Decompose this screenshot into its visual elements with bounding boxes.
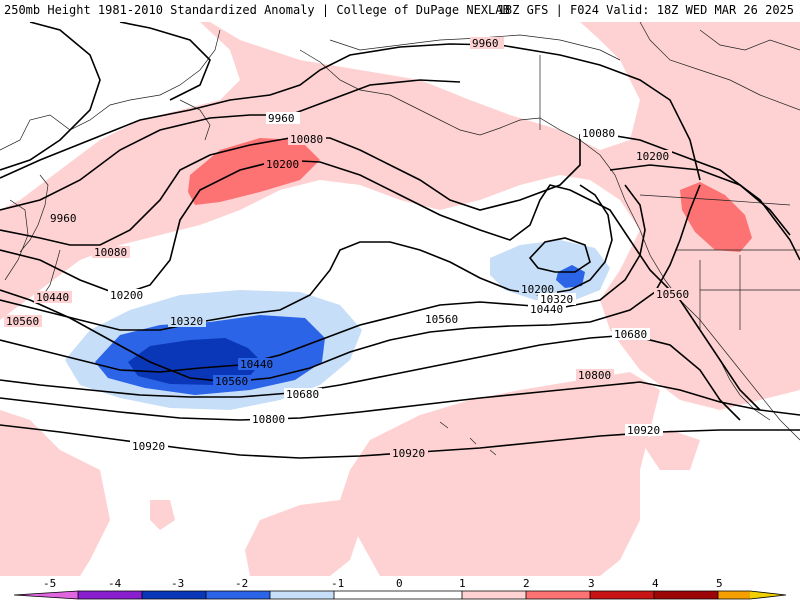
contour-label: 10080 xyxy=(582,127,615,140)
contour-9960 xyxy=(0,22,101,171)
colorbar-segment-pos5b xyxy=(750,591,786,599)
contour-label: 10320 xyxy=(170,315,203,328)
contour-10560 xyxy=(0,184,701,383)
colorbar-segment-zero xyxy=(334,591,462,599)
contour-10440 xyxy=(0,184,646,373)
colorbar-segment-neg4 xyxy=(78,591,142,599)
contour-label: 10680 xyxy=(286,388,319,401)
contour-label: 10800 xyxy=(578,369,611,382)
colorbar-tick-labels: -5 -4 -3 -2 -1 0 1 2 3 4 5 xyxy=(43,577,723,590)
map-svg: 9960 9960 9960 10080 10080 10080 10200 1… xyxy=(0,22,800,576)
contour-label: 10440 xyxy=(36,291,69,304)
anomaly-region xyxy=(0,22,240,210)
anomaly-region xyxy=(340,372,660,576)
contour-label: 10080 xyxy=(94,246,127,259)
colorbar-segment-pos5 xyxy=(718,591,750,599)
contour-label: 10920 xyxy=(627,424,660,437)
colorbar-tick-label: 1 xyxy=(459,577,466,590)
colorbar-tick-label: 2 xyxy=(523,577,530,590)
colorbar-segment-neg3 xyxy=(142,591,206,599)
coastline xyxy=(719,359,771,421)
colorbar-tick-label: 3 xyxy=(588,577,595,590)
anomaly-region xyxy=(245,500,360,576)
map-panel: 9960 9960 9960 10080 10080 10080 10200 1… xyxy=(0,22,800,576)
product-title: 250mb Height 1981-2010 Standardized Anom… xyxy=(4,3,510,17)
contour-label: 10200 xyxy=(521,283,554,296)
contour-10200 xyxy=(609,164,791,236)
anomaly-region xyxy=(640,430,700,470)
contour-label: 10440 xyxy=(530,303,563,316)
colorbar-segment-pos1 xyxy=(462,591,526,599)
contour-label: 10560 xyxy=(656,288,689,301)
model-valid-time: 18Z GFS | F024 Valid: 18Z WED MAR 26 202… xyxy=(497,3,794,17)
anomaly-region xyxy=(0,410,110,576)
contour-9960 xyxy=(0,43,701,181)
colorbar-segments xyxy=(13,590,787,600)
contour-label: 9960 xyxy=(50,212,77,225)
contour-9960 xyxy=(119,22,211,101)
colorbar-tick-label: -1 xyxy=(331,577,344,590)
anomaly-region xyxy=(150,500,175,530)
colorbar-tick-label: 5 xyxy=(716,577,723,590)
contour-label: 10200 xyxy=(266,158,299,171)
coastline xyxy=(699,29,800,51)
contour-labels: 9960 9960 9960 10080 10080 10080 10200 1… xyxy=(4,37,692,460)
anomaly-region xyxy=(128,338,262,385)
contour-label: 10920 xyxy=(392,447,425,460)
colorbar-tick-label: -4 xyxy=(108,577,122,590)
positive-anomaly-2sd xyxy=(188,138,752,252)
coastline xyxy=(639,194,791,206)
colorbar-tick-label: 0 xyxy=(396,577,403,590)
contour-label: 9960 xyxy=(472,37,499,50)
colorbar-tick-label: 4 xyxy=(652,577,659,590)
coastline xyxy=(439,421,497,456)
colorbar-tick-label: -3 xyxy=(171,577,184,590)
contour-label: 10920 xyxy=(132,440,165,453)
colorbar-svg: -5 -4 -3 -2 -1 0 1 2 3 4 5 xyxy=(13,577,787,600)
colorbar-tick-label: -2 xyxy=(235,577,248,590)
colorbar-segment-neg1 xyxy=(270,591,334,599)
colorbar-segment-pos3 xyxy=(590,591,654,599)
coastline xyxy=(639,22,800,111)
colorbar-segment-neg2 xyxy=(206,591,270,599)
contour-10680 xyxy=(0,334,741,421)
header: 250mb Height 1981-2010 Standardized Anom… xyxy=(0,0,800,22)
contour-label: 10680 xyxy=(614,328,647,341)
coastline xyxy=(19,174,49,253)
coastline xyxy=(179,99,211,141)
colorbar-segment-pos2 xyxy=(526,591,590,599)
contour-label: 9960 xyxy=(268,112,295,125)
contour-9960 xyxy=(0,79,461,211)
contour-10320 xyxy=(0,184,613,331)
anomaly-region xyxy=(680,182,752,252)
contour-label: 10800 xyxy=(252,413,285,426)
contour-label: 10440 xyxy=(240,358,273,371)
colorbar-ticks xyxy=(77,591,719,599)
colorbar-segment-neg5 xyxy=(14,591,78,599)
contour-10200 xyxy=(528,237,591,273)
negative-anomaly-3sd xyxy=(128,338,262,385)
colorbar-segment-pos4 xyxy=(654,591,718,599)
contour-label: 10320 xyxy=(540,293,573,306)
contour-10800 xyxy=(0,381,800,421)
contour-label: 10080 xyxy=(290,133,323,146)
anomaly-colorbar: -5 -4 -3 -2 -1 0 1 2 3 4 5 xyxy=(0,576,800,600)
contour-label: 10560 xyxy=(6,315,39,328)
positive-anomaly-1sd xyxy=(0,22,800,576)
anomaly-region xyxy=(188,138,320,205)
contour-label: 10200 xyxy=(636,150,669,163)
contour-label: 10200 xyxy=(110,289,143,302)
contour-10200 xyxy=(0,159,761,411)
colorbar-tick-label: -5 xyxy=(43,577,56,590)
anomaly-region xyxy=(210,22,640,150)
coastline xyxy=(0,29,221,151)
contour-label: 10560 xyxy=(215,375,248,388)
contour-label: 10560 xyxy=(425,313,458,326)
